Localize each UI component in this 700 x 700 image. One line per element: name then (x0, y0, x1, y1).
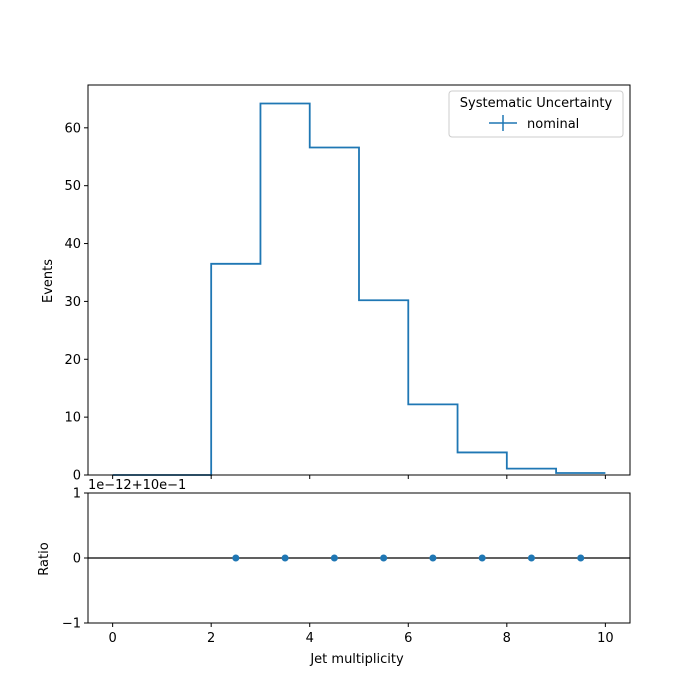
main-y-tick-label: 0 (73, 469, 81, 484)
ratio-x-tick-label: 2 (207, 631, 215, 646)
ratio-points (232, 554, 585, 562)
x-axis-label: Jet multiplicity (309, 652, 404, 667)
ratio-plot-frame (87, 492, 631, 624)
main-y-ticks: 0 10 20 30 40 50 60 (64, 121, 88, 484)
ratio-x-ticks: 0 2 4 6 8 10 (108, 623, 614, 646)
ratio-x-tick-label: 6 (404, 631, 412, 646)
nominal-histogram-series (112, 102, 606, 476)
ratio-point (577, 554, 585, 562)
ratio-x-tick-label: 10 (597, 631, 614, 646)
legend-nominal-marker (489, 115, 517, 131)
ratio-point (429, 554, 437, 562)
ratio-point (527, 554, 535, 562)
legend: Systematic Uncertainty nominal (448, 90, 624, 138)
ratio-point (232, 554, 240, 562)
main-histogram-panel: 0 10 20 30 40 50 60 Events Systematic Uncertai… (41, 84, 631, 484)
main-y-tick-label: 10 (64, 411, 81, 426)
main-y-tick-label: 20 (64, 353, 81, 368)
ratio-panel: −1 0 1 0 2 4 6 8 10 1e−12+10e−1 Ratio Jet multi… (37, 478, 631, 667)
legend-box (448, 90, 624, 138)
ratio-x-tick-label: 4 (306, 631, 314, 646)
main-y-tick-label: 40 (64, 237, 81, 252)
ratio-y-tick-label: −1 (62, 617, 81, 632)
ratio-point (281, 554, 289, 562)
ratio-x-tick-label: 8 (503, 631, 511, 646)
nominal-histogram-step-line (112, 102, 606, 476)
ratio-offset-text: 1e−12+10e−1 (88, 478, 186, 493)
ratio-y-ticks: −1 0 1 (62, 487, 88, 632)
ratio-y-tick-label: 0 (73, 552, 81, 567)
main-x-ticks (112, 475, 606, 479)
legend-title: Systematic Uncertainty (460, 96, 613, 111)
ratio-y-tick-label: 1 (73, 487, 81, 502)
ratio-point (330, 554, 338, 562)
main-y-tick-label: 30 (64, 295, 81, 310)
ratio-point (380, 554, 388, 562)
main-y-axis-label: Events (41, 259, 56, 303)
main-y-tick-label: 50 (64, 179, 81, 194)
ratio-point (478, 554, 486, 562)
legend-entry-nominal: nominal (527, 117, 579, 132)
main-plot-frame (87, 84, 631, 476)
ratio-x-tick-label: 0 (108, 631, 116, 646)
ratio-y-axis-label: Ratio (37, 542, 52, 575)
main-y-tick-label: 60 (64, 121, 81, 136)
